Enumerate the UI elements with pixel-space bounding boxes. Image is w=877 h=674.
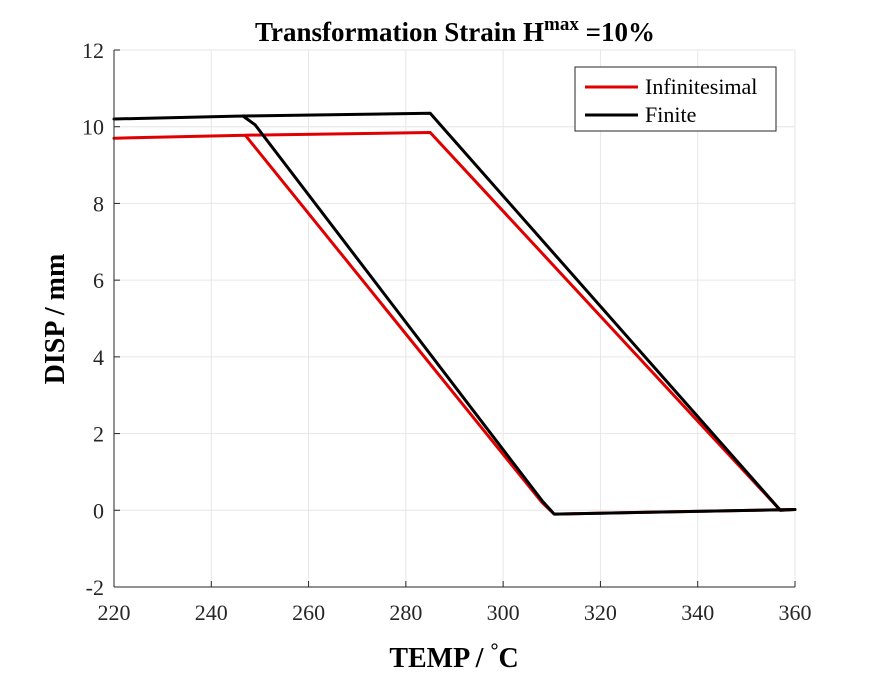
- chart-title: Transformation Strain Hmax =10%: [255, 14, 655, 47]
- series-line-finite: [112, 111, 797, 516]
- x-axis-label: TEMP / °C: [389, 640, 518, 674]
- legend: Infinitesimal Finite: [574, 66, 777, 132]
- x-axis-label-degree: °: [490, 640, 498, 662]
- x-tick-label: 360: [779, 600, 812, 625]
- y-tick-label: 12: [82, 38, 104, 63]
- legend-label-finite: Finite: [645, 102, 696, 127]
- y-tick-label: 2: [93, 422, 104, 447]
- chart-title-sup: max: [544, 14, 579, 35]
- x-tick-label: 320: [584, 600, 617, 625]
- y-ticks: -2 0 2 4 6 8 10 12: [82, 38, 120, 600]
- x-tick-label: 300: [487, 600, 520, 625]
- legend-box: [574, 66, 777, 132]
- x-tick-label: 340: [681, 600, 714, 625]
- chart-title-tail: =10%: [579, 17, 655, 47]
- y-axis-label: DISP / mm: [40, 254, 71, 385]
- x-axis-label-unit: C: [498, 643, 518, 674]
- y-tick-label: 6: [93, 268, 104, 293]
- y-tick-label: 10: [82, 115, 104, 140]
- x-tick-label: 260: [292, 600, 325, 625]
- x-tick-label: 220: [98, 600, 131, 625]
- x-ticks: 220 240 260 280 300 320 340 360: [98, 581, 812, 625]
- y-tick-label: -2: [86, 575, 104, 600]
- y-tick-label: 4: [93, 345, 104, 370]
- x-tick-label: 280: [389, 600, 422, 625]
- y-tick-label: 8: [93, 191, 104, 216]
- x-tick-label: 240: [195, 600, 228, 625]
- series-lines: [112, 111, 797, 516]
- axes: [113, 50, 795, 588]
- chart-title-main: Transformation Strain H: [255, 17, 544, 47]
- y-tick-label: 0: [93, 498, 104, 523]
- x-axis-label-main: TEMP /: [389, 643, 490, 674]
- legend-label-infinitesimal: Infinitesimal: [645, 74, 757, 99]
